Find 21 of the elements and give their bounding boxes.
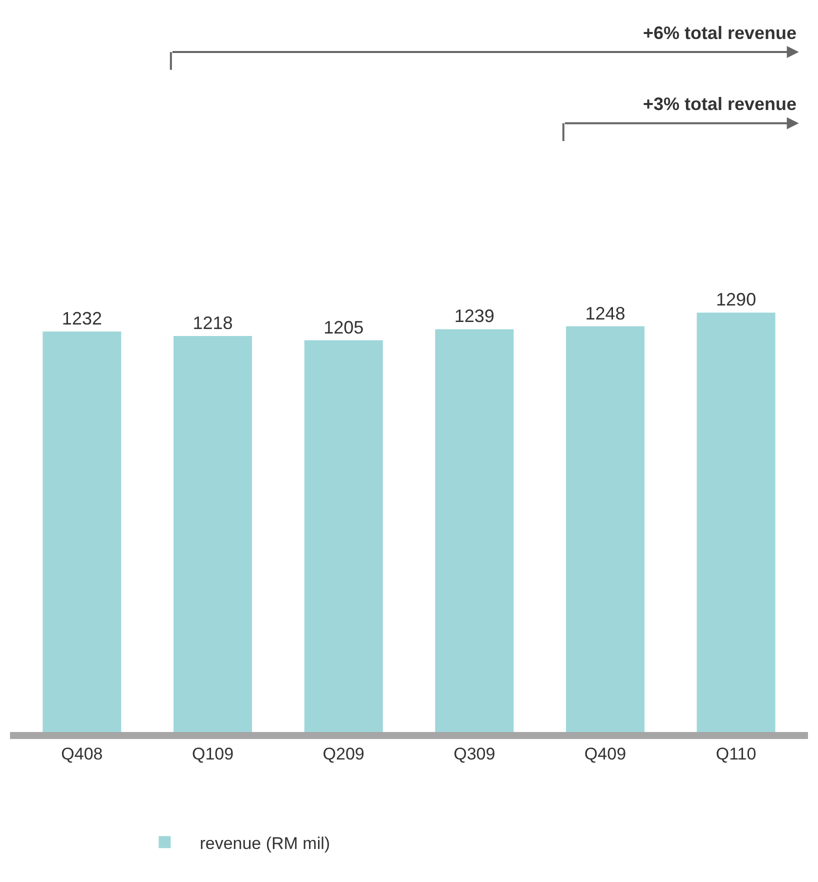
data-label: 1290 — [716, 290, 756, 310]
x-tick-label: Q408 — [61, 744, 103, 764]
data-label: 1205 — [324, 317, 364, 338]
bar — [435, 329, 514, 732]
bar — [566, 326, 644, 732]
legend-label: revenue (RM mil) — [200, 834, 330, 853]
x-tick-label: Q409 — [584, 744, 626, 764]
data-label: 1232 — [62, 308, 102, 328]
x-tick-label: Q309 — [454, 744, 496, 764]
bar — [696, 312, 776, 732]
bar — [304, 340, 383, 732]
bar — [174, 336, 252, 732]
bar — [42, 331, 122, 732]
data-label: 1218 — [192, 313, 233, 334]
text: +6% total revenue — [643, 23, 797, 43]
x-tick-label: Q209 — [322, 744, 364, 764]
data-label: 1248 — [585, 303, 626, 324]
text: +3% total revenue — [643, 94, 797, 114]
data-label: 1239 — [454, 306, 494, 326]
x-tick-label: Q109 — [192, 744, 234, 764]
x-tick-label: Q110 — [716, 744, 756, 764]
